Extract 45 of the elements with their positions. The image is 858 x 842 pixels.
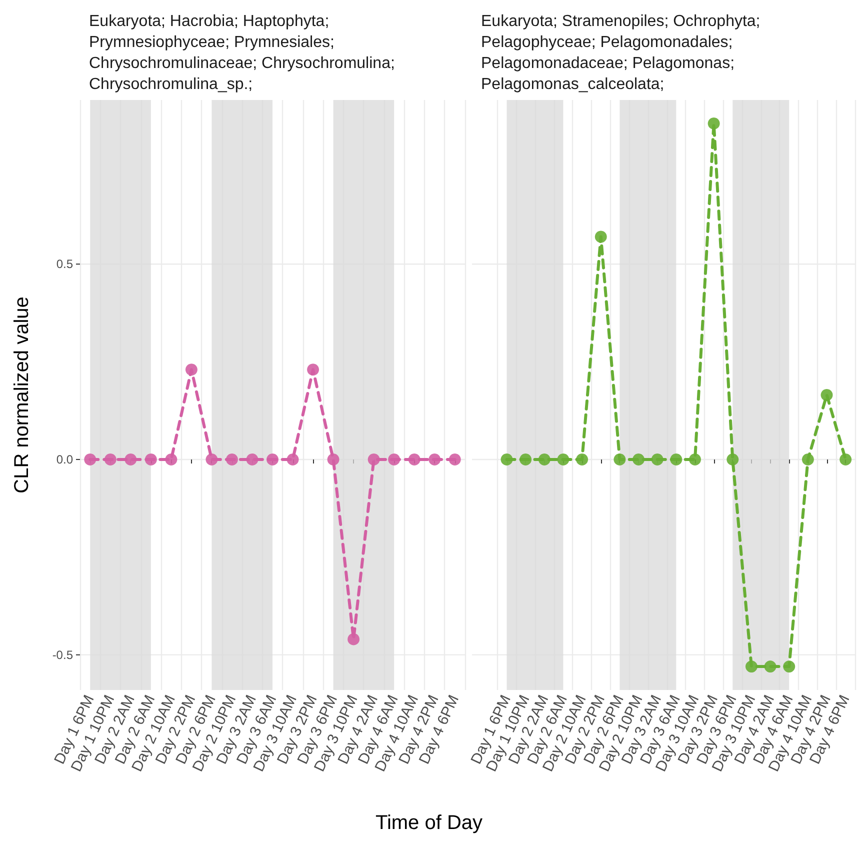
point — [500, 453, 513, 466]
point — [327, 453, 340, 466]
point — [557, 453, 570, 466]
y-tick-label: 0.5 — [56, 257, 74, 272]
point — [348, 633, 360, 646]
y-axis-title: CLR normalized value — [11, 296, 33, 494]
chart-title: Eukaryota; Stramenopiles; Ochrophyta; Pelagophyceae; Pelagomonadales; Pelagomonadaceae; Pelagomonas; Pelagomonas_calceolata; — [481, 13, 765, 93]
point — [408, 453, 420, 466]
point — [520, 453, 532, 466]
point — [708, 117, 720, 130]
point — [144, 453, 157, 466]
y-tick-label: -0.5 — [52, 648, 74, 662]
point — [840, 453, 852, 466]
point — [594, 230, 607, 243]
point — [307, 364, 320, 376]
chart-title: Eukaryota; Hacrobia; Haptophyta; Prymnesiophyceae; Prymnesiales; Chrysochromulinaceae; Chrysochromulina; Chrysochromulina_sp.; — [89, 13, 400, 93]
y-tick-label: 0.0 — [56, 452, 74, 466]
point — [266, 453, 278, 466]
point — [124, 453, 137, 466]
point — [820, 389, 833, 401]
point — [632, 453, 645, 466]
point — [783, 660, 796, 673]
point — [246, 453, 258, 466]
point — [165, 453, 178, 466]
point — [368, 453, 380, 466]
point — [226, 453, 238, 466]
point — [286, 453, 299, 466]
point — [689, 453, 701, 466]
point — [670, 453, 682, 466]
point — [745, 660, 758, 673]
point — [206, 453, 218, 466]
point — [726, 453, 739, 466]
point — [538, 453, 550, 466]
point — [84, 453, 96, 466]
point — [104, 453, 116, 466]
point — [185, 364, 198, 376]
point — [764, 660, 776, 673]
point — [802, 453, 814, 466]
point — [651, 453, 664, 466]
point — [614, 453, 626, 466]
point — [448, 453, 461, 466]
x-axis-title: Time of Day — [374, 812, 484, 835]
point — [576, 453, 588, 466]
point — [428, 453, 441, 466]
point — [388, 453, 400, 466]
